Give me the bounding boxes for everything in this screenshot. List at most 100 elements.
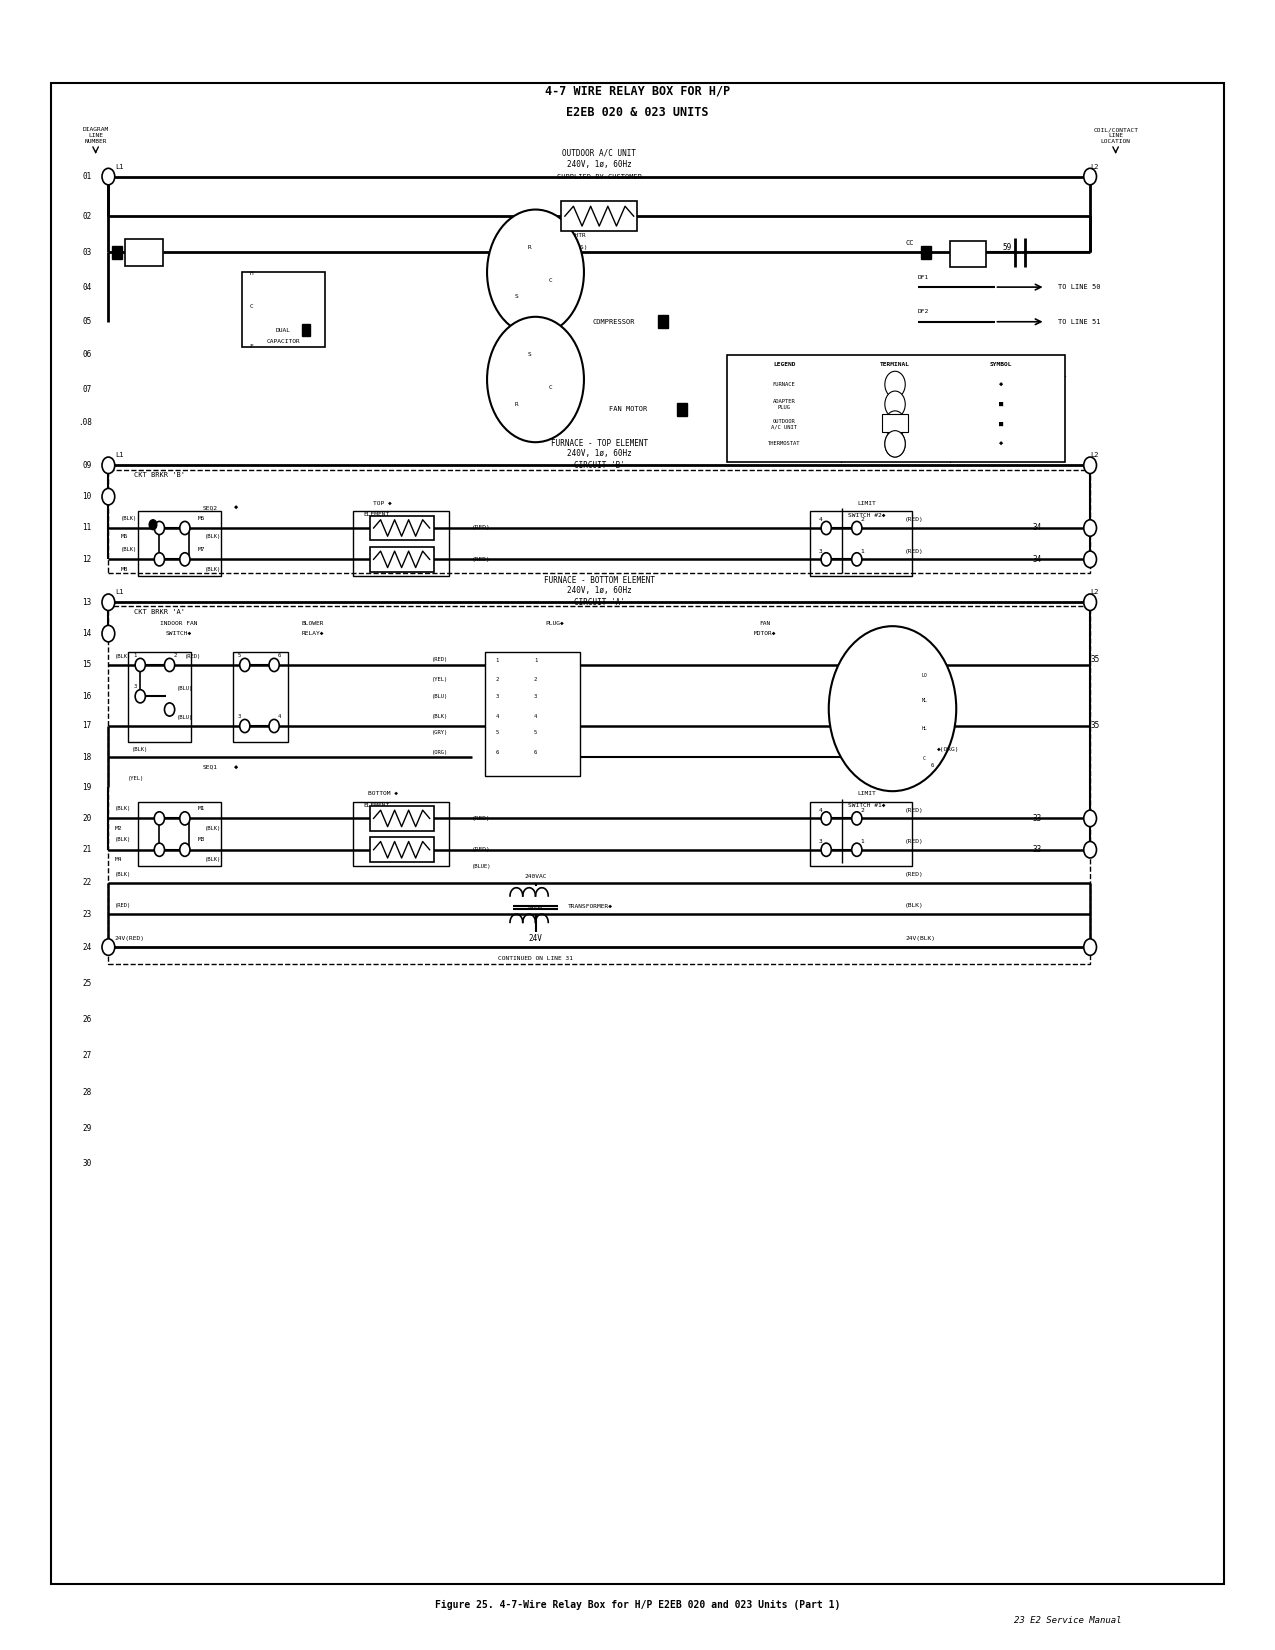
Text: (RED): (RED) [472,556,491,563]
Text: 07: 07 [83,384,92,394]
Text: (BLK): (BLK) [133,746,148,752]
Text: 24: 24 [83,942,92,952]
Text: ◆: ◆ [998,441,1003,447]
Circle shape [885,371,905,398]
Circle shape [164,658,175,672]
Text: (BLK): (BLK) [905,903,924,909]
Text: 03: 03 [83,248,92,257]
Bar [677,403,687,416]
Bar [658,315,668,328]
Bar [370,807,434,832]
Text: 09: 09 [83,460,92,470]
Text: 33: 33 [1033,845,1042,855]
Text: 5: 5 [496,729,499,736]
Text: ◆: ◆ [998,381,1003,388]
Text: (BLK): (BLK) [115,837,131,843]
Text: (BLK): (BLK) [115,871,131,878]
Text: RELAY◆: RELAY◆ [301,630,324,637]
Circle shape [852,521,862,535]
Bar [921,246,931,259]
Bar [138,512,221,576]
Text: Figure 25. 4-7-Wire Relay Box for H/P E2EB 020 and 023 Units (Part 1): Figure 25. 4-7-Wire Relay Box for H/P E2… [435,1600,840,1610]
Text: FAN MOTOR: FAN MOTOR [609,406,648,412]
Text: 29: 29 [83,1124,92,1134]
Circle shape [885,411,905,437]
Text: (RED): (RED) [472,815,491,822]
Text: M5: M5 [198,515,205,521]
Text: FURNACE: FURNACE [773,381,796,388]
Text: INDOOR FAN: INDOOR FAN [159,620,198,627]
Text: 6: 6 [534,749,537,756]
Text: 1: 1 [861,838,864,845]
Text: (YEL): (YEL) [432,676,448,683]
Text: 16: 16 [83,691,92,701]
Text: SYMBOL: SYMBOL [989,361,1012,368]
Text: ◆(ORG): ◆(ORG) [937,746,960,752]
Text: 15: 15 [83,660,92,670]
Text: ADAPTER
PLUG: ADAPTER PLUG [773,399,796,409]
Text: DIAGRAM
LINE
NUMBER: DIAGRAM LINE NUMBER [83,127,108,144]
Text: C: C [550,384,552,391]
Text: 2: 2 [534,676,537,683]
Text: BOTTOM ◆: BOTTOM ◆ [367,790,398,797]
Text: 02: 02 [83,211,92,221]
Text: M6: M6 [121,533,129,540]
Circle shape [1084,842,1096,858]
Text: 4: 4 [496,713,499,719]
Text: (RED): (RED) [905,516,924,523]
Text: 01: 01 [83,172,92,182]
Text: FURNACE - TOP ELEMENT: FURNACE - TOP ELEMENT [551,439,648,449]
Bar [370,838,434,861]
Text: ■: ■ [998,401,1003,408]
Text: C: C [550,277,552,284]
Circle shape [852,812,862,825]
Text: SUPPLIED BY CUSTOMER: SUPPLIED BY CUSTOMER [557,173,641,180]
Text: (BLK): (BLK) [205,533,221,540]
Text: DF1: DF1 [918,274,929,281]
Bar [353,802,449,866]
Circle shape [885,431,905,457]
Circle shape [1084,457,1096,474]
Bar [561,201,638,231]
Text: T2: T2 [964,249,972,256]
Text: L1: L1 [115,452,124,459]
Text: 22: 22 [83,878,92,888]
Text: (RED): (RED) [472,525,491,531]
Text: (RED): (RED) [905,838,924,845]
Text: L2: L2 [1090,589,1099,596]
Text: T1: T1 [140,249,148,256]
Bar [727,355,1065,462]
Circle shape [821,553,831,566]
Text: 24VAC: 24VAC [527,904,544,911]
Circle shape [487,317,584,442]
Text: M1: M1 [198,805,205,812]
Bar [484,652,580,775]
Text: (RED): (RED) [185,653,201,660]
Text: 1: 1 [534,657,537,663]
Text: 240V, 1ø, 60Hz: 240V, 1ø, 60Hz [567,586,631,596]
Bar [370,515,434,540]
Text: L1: L1 [115,163,124,170]
Text: 10: 10 [83,492,92,502]
Text: 240VAC: 240VAC [524,873,547,879]
Text: (BLK): (BLK) [121,546,138,553]
Text: DUAL: DUAL [275,327,291,333]
Text: 13: 13 [83,597,92,607]
Text: H: H [250,271,252,277]
Text: (BLK): (BLK) [121,515,138,521]
Circle shape [829,625,956,790]
Text: (BLK): (BLK) [205,825,221,832]
Circle shape [240,719,250,733]
Text: (RED): (RED) [432,657,448,663]
Bar [112,246,122,259]
Text: DF2: DF2 [918,309,929,315]
Circle shape [164,703,175,716]
Text: 11: 11 [83,523,92,533]
Bar [125,239,163,266]
Text: FURNACE - BOTTOM ELEMENT: FURNACE - BOTTOM ELEMENT [543,576,655,586]
Text: 25: 25 [83,978,92,988]
Text: 6: 6 [496,749,499,756]
Text: 4: 4 [819,807,822,813]
Text: 35: 35 [1090,655,1099,665]
Text: ELEMENT: ELEMENT [363,802,389,808]
